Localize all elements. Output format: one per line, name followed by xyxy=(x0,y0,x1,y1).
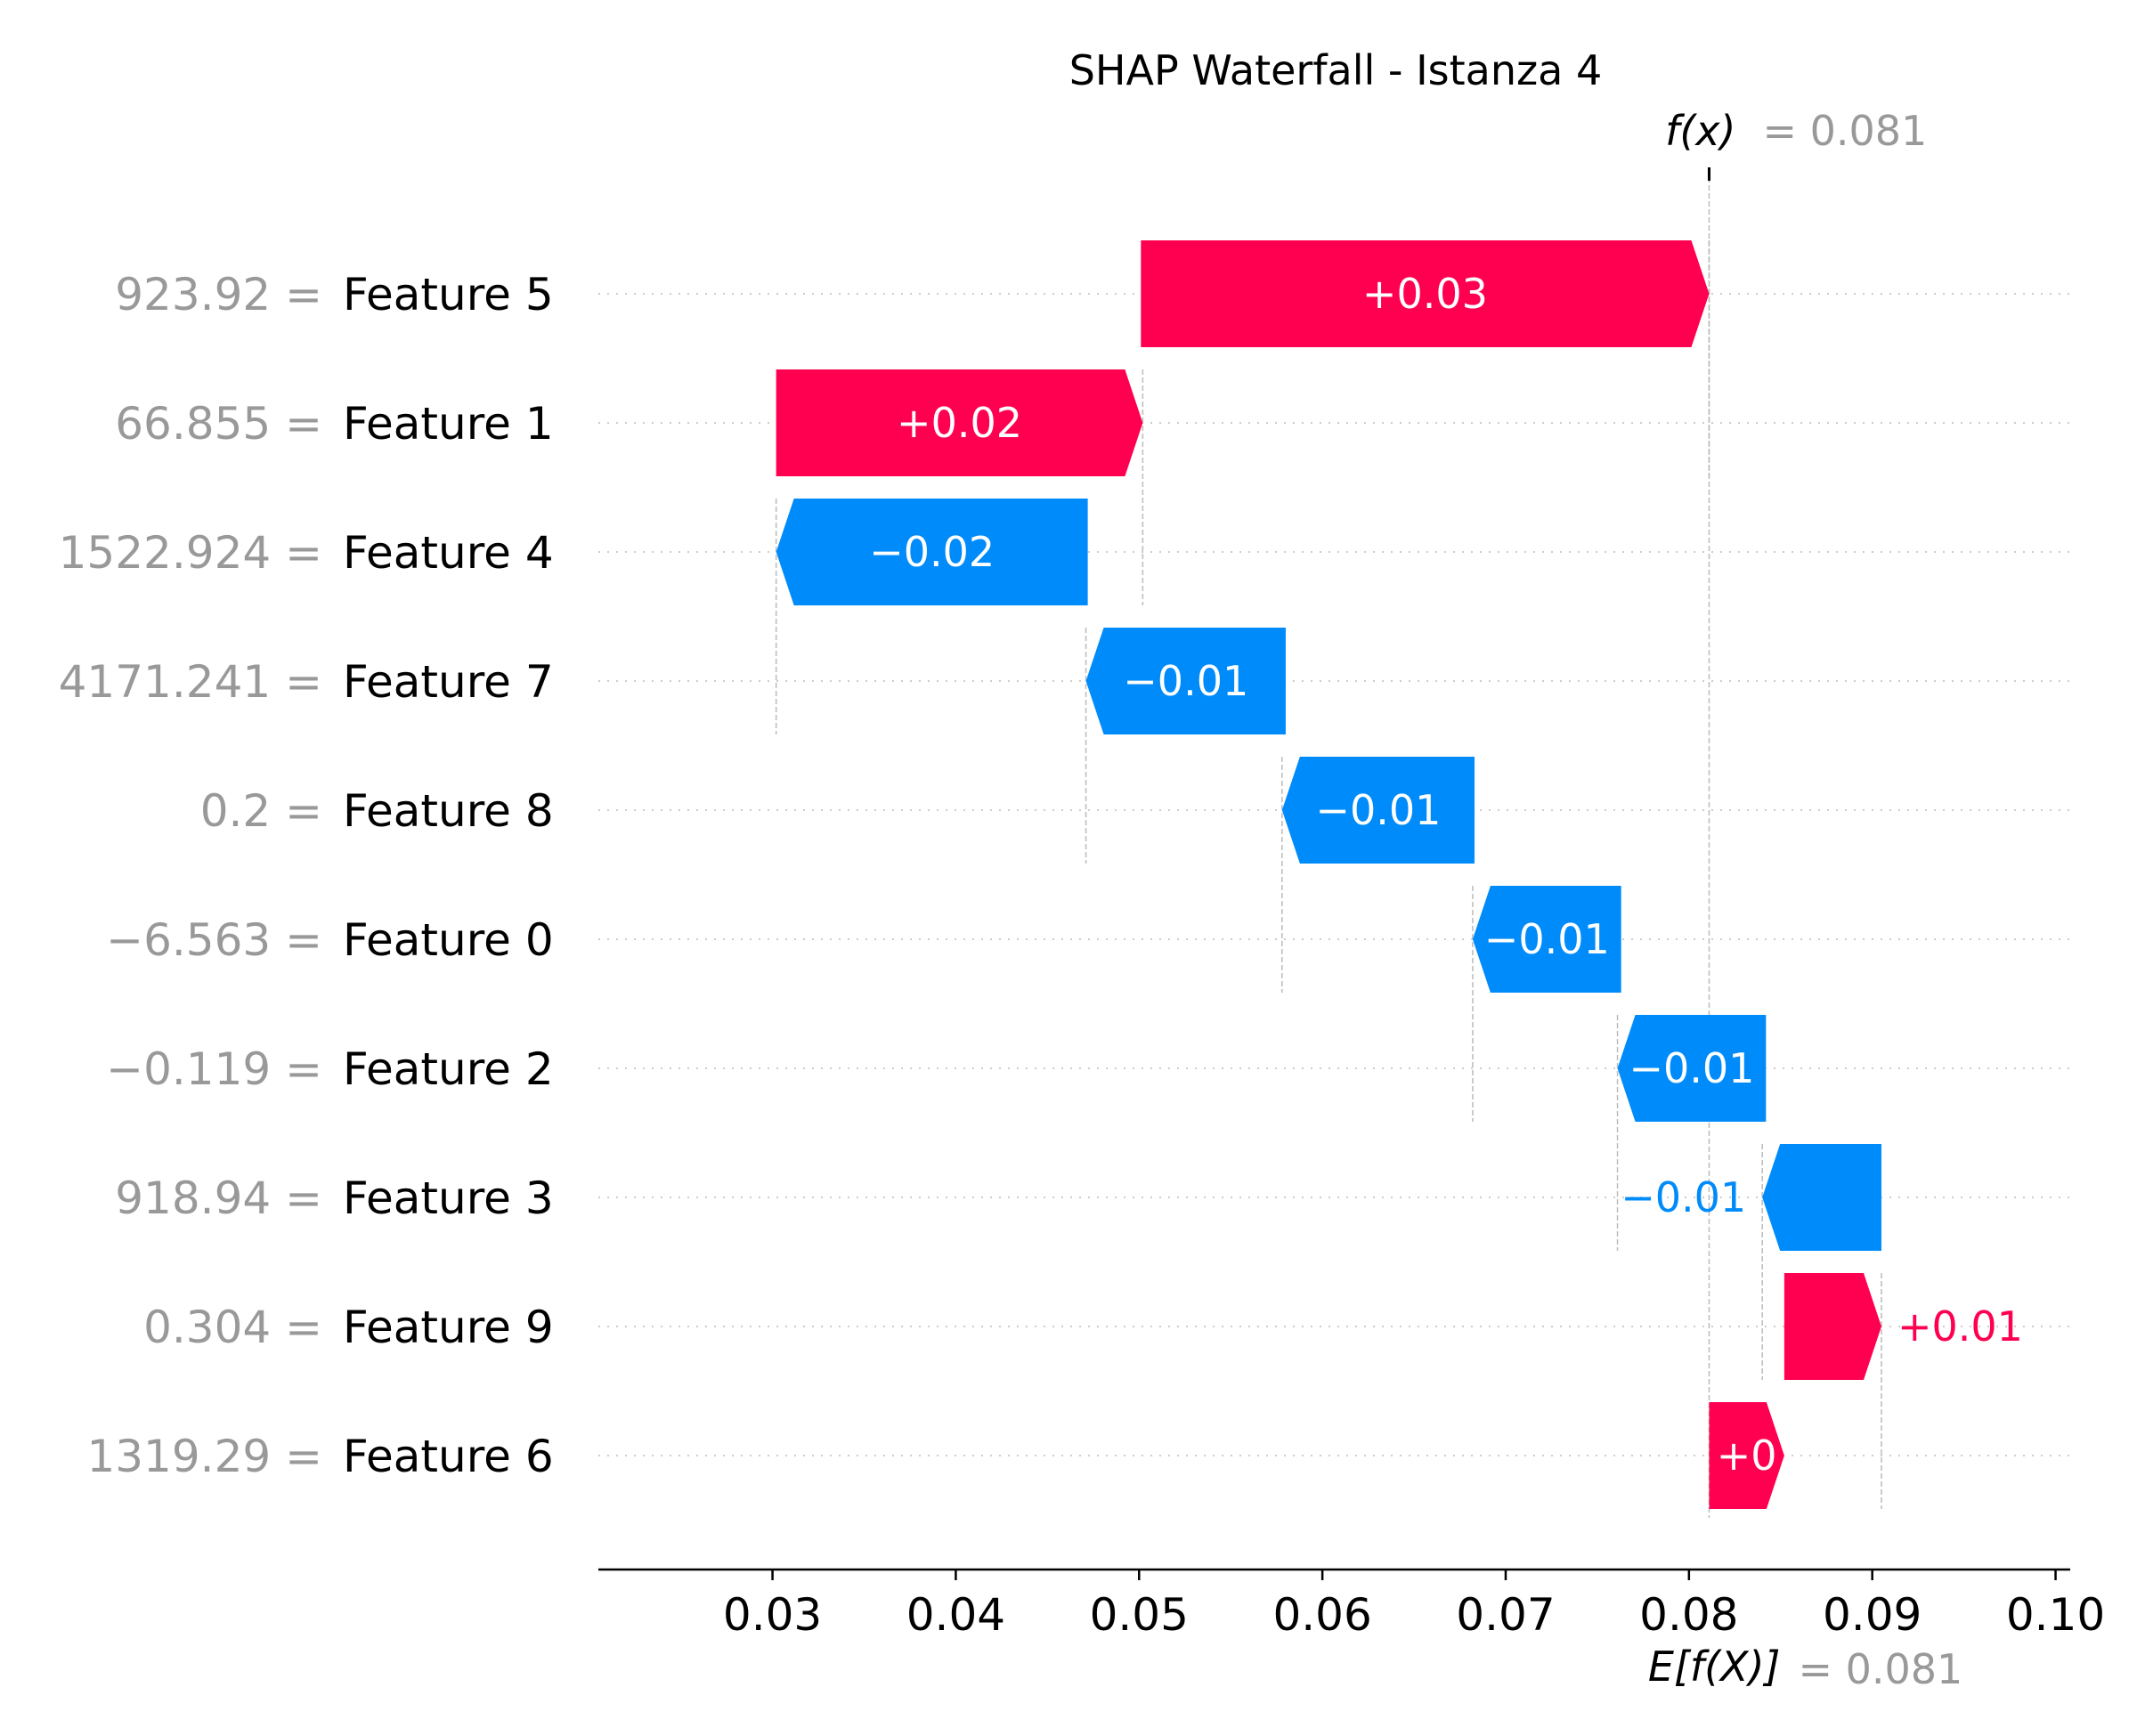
bar-value-label: +0.03 xyxy=(1362,270,1488,318)
bar-value-label: +0.01 xyxy=(1897,1302,2023,1351)
feature-name-label: Feature 1 xyxy=(343,398,554,450)
waterfall-bar-feature-7 xyxy=(1085,628,1286,734)
bar-value-label: −0.01 xyxy=(1621,1173,1746,1221)
feature-value-label: 4171.241 = xyxy=(59,656,322,708)
fx-value: = 0.081 xyxy=(1762,107,1927,155)
feature-name-label: Feature 0 xyxy=(343,914,554,966)
feature-value-label: 0.2 = xyxy=(200,785,322,837)
chart-title: SHAP Waterfall - Istanza 4 xyxy=(1069,46,1603,94)
waterfall-bar-feature-1 xyxy=(776,369,1143,476)
x-tick-label: 0.09 xyxy=(1823,1589,1922,1641)
feature-value-label: −6.563 = xyxy=(106,914,322,966)
waterfall-bar-feature-6 xyxy=(1709,1402,1784,1509)
bar-value-label: +0 xyxy=(1717,1432,1777,1480)
bar-value-label: −0.02 xyxy=(869,528,995,576)
x-tick-label: 0.05 xyxy=(1090,1589,1189,1641)
waterfall-bar-feature-0 xyxy=(1472,886,1621,993)
reference-lines xyxy=(775,169,1882,1518)
feature-value-label: 66.855 = xyxy=(115,398,322,450)
bar-value-label: −0.01 xyxy=(1629,1044,1754,1092)
bar-value-label: −0.01 xyxy=(1315,786,1441,834)
feature-name-label: Feature 7 xyxy=(343,656,554,708)
feature-name-label: Feature 4 xyxy=(343,527,554,579)
x-axis: 0.03 0.04 0.05 0.06 0.07 0.08 0.09 0.10 xyxy=(598,1568,2105,1641)
feature-value-label: −0.119 = xyxy=(106,1043,322,1095)
x-tick-label: 0.06 xyxy=(1272,1589,1371,1641)
waterfall-bar-feature-2 xyxy=(1617,1015,1767,1122)
x-tick-label: 0.07 xyxy=(1456,1589,1555,1641)
feature-value-label: 923.92 = xyxy=(115,269,322,320)
waterfall-bar-feature-8 xyxy=(1281,757,1475,864)
feature-labels-layer: 923.92 = Feature 5 66.855 = Feature 1 1522.9… xyxy=(59,269,554,1482)
efx-annotation: E[f(X)] = 0.081 xyxy=(1648,1643,1962,1693)
feature-name-label: Feature 8 xyxy=(343,785,554,837)
bar-value-label: −0.01 xyxy=(1123,657,1248,705)
bar-value-label: −0.01 xyxy=(1484,915,1610,963)
feature-name-label: Feature 3 xyxy=(343,1172,554,1224)
feature-name-label: Feature 5 xyxy=(343,269,554,320)
bars-layer: +0.03 +0.02 −0.02 −0.01 −0.01 −0.01 −0.01 −0.01… xyxy=(776,240,2023,1509)
feature-value-label: 918.94 = xyxy=(115,1172,322,1224)
fx-label: f(x) xyxy=(1665,107,1735,155)
x-tick-label: 0.08 xyxy=(1639,1589,1738,1641)
feature-name-label: Feature 2 xyxy=(343,1043,554,1095)
waterfall-bar-feature-9 xyxy=(1784,1273,1881,1380)
waterfall-bar-feature-4 xyxy=(776,499,1088,605)
x-tick-label: 0.04 xyxy=(906,1589,1005,1641)
feature-name-label: Feature 9 xyxy=(343,1302,554,1353)
x-tick-label: 0.10 xyxy=(2006,1589,2105,1641)
fx-annotation: f(x) = 0.081 xyxy=(1665,107,1927,181)
bar-value-label: +0.02 xyxy=(897,399,1022,447)
x-tick-label: 0.03 xyxy=(723,1589,822,1641)
feature-name-label: Feature 6 xyxy=(343,1431,554,1482)
feature-value-label: 1319.29 = xyxy=(86,1431,322,1482)
waterfall-bar-feature-5 xyxy=(1141,240,1710,347)
feature-value-label: 0.304 = xyxy=(143,1302,322,1353)
efx-label: E[f(X)] xyxy=(1648,1643,1781,1691)
efx-value: = 0.081 xyxy=(1798,1645,1962,1693)
waterfall-bar-feature-3 xyxy=(1762,1144,1881,1251)
feature-value-label: 1522.924 = xyxy=(59,527,322,579)
